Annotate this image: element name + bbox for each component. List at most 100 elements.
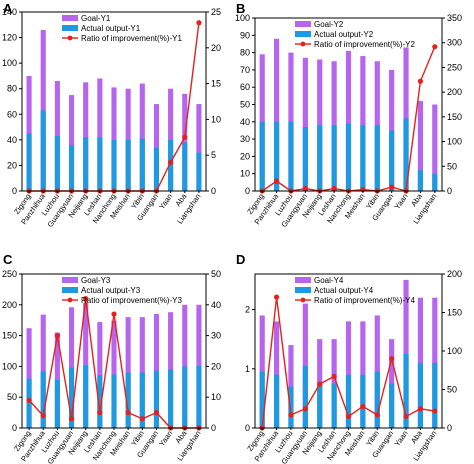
y-tick-label: 60 (7, 109, 17, 119)
chart-panel-a: 0204060801001201400510152025ZigongPanzhi… (2, 1, 221, 229)
bar-actual-guangyuan (302, 365, 308, 428)
ratio-point-guangyuan (302, 406, 308, 412)
bar-actual-yaan (168, 369, 174, 428)
bar-actual-liangshan (196, 152, 202, 191)
bar-actual-neijiang (83, 137, 89, 191)
bar-actual-meishan (125, 139, 131, 191)
y-tick-label: 140 (2, 7, 17, 17)
ratio-point-neijiang (83, 296, 89, 302)
ratio-point-liangshan (432, 44, 438, 50)
y-tick-label: 0 (245, 186, 250, 196)
y-tick-label: 20 (7, 160, 17, 170)
bar-actual-meishan (125, 372, 131, 428)
y-tick-label: 80 (7, 84, 17, 94)
y-tick-label: 40 (7, 135, 17, 145)
y2-tick-label: 300 (447, 38, 462, 48)
bar-actual-aba (417, 362, 424, 428)
y2-tick-label: 50 (211, 269, 221, 279)
bar-actual-zigong (26, 133, 32, 191)
bar-actual-neijiang (317, 125, 323, 191)
bar-actual-aba (417, 170, 424, 191)
y2-tick-label: 150 (447, 308, 462, 318)
y-tick-label: 150 (2, 331, 17, 341)
y2-tick-label: 30 (211, 331, 221, 341)
ratio-point-guangyuan (68, 416, 75, 422)
bar-actual-liangshan (196, 365, 202, 428)
legend-label-goal: Goal-Y3 (81, 276, 111, 285)
y-tick-label: 200 (2, 300, 17, 310)
y2-tick-label: 15 (211, 79, 221, 89)
bar-actual-leshan (331, 125, 337, 191)
bar-actual-aba (182, 142, 188, 191)
bar-actual-guangyuan (68, 367, 75, 428)
y-tick-label: 100 (2, 361, 17, 371)
y2-tick-label: 100 (447, 137, 462, 147)
chart-panel-d: 012050100150200ZigongPanzhihuaLuzhouGuan… (236, 252, 462, 464)
bar-actual-panzhihua (40, 371, 46, 428)
bar-actual-leshan (97, 137, 103, 191)
bar-actual-meishan (360, 125, 366, 191)
bar-actual-zigong (26, 378, 32, 428)
bar-goal-guangyuan (68, 95, 75, 191)
y-tick-label: 1 (245, 364, 250, 374)
ratio-point-yaan (403, 413, 409, 420)
legend-swatch-goal (62, 15, 78, 21)
ratio-point-yaan (168, 159, 174, 165)
legend-label-goal: Goal-Y2 (314, 20, 344, 29)
y-tick-label: 70 (240, 65, 250, 75)
legend-swatch-goal (295, 277, 311, 283)
bar-goal-guangyuan (302, 57, 308, 191)
ratio-point-guangan (153, 410, 160, 416)
y2-tick-label: 350 (447, 13, 462, 23)
y2-tick-label: 20 (211, 361, 221, 371)
y-tick-label: 250 (2, 269, 17, 279)
bar-actual-nanchong (345, 123, 352, 191)
y2-tick-label: 40 (211, 300, 221, 310)
y-tick-label: 50 (240, 100, 250, 110)
y2-tick-label: 25 (211, 7, 221, 17)
bar-actual-guangyuan (302, 126, 308, 191)
y2-tick-label: 250 (447, 62, 462, 72)
panel-letter: C (3, 252, 13, 267)
bar-goal-luzhou (288, 52, 294, 191)
bar-goal-nanchong (345, 50, 352, 192)
ratio-point-yibin (139, 416, 145, 422)
ratio-point-yibin (374, 412, 380, 418)
legend-swatch-actual (62, 287, 78, 293)
y-tick-label: 120 (2, 33, 17, 43)
bar-goal-yibin (139, 83, 145, 191)
bar-actual-guangan (153, 370, 160, 428)
bar-actual-meishan (360, 374, 366, 428)
legend-label-goal: Goal-Y4 (314, 276, 344, 285)
bar-actual-luzhou (288, 386, 294, 428)
panel-letter: A (3, 1, 13, 16)
legend-swatch-ratio-point (300, 41, 306, 47)
y-tick-label: 60 (240, 82, 250, 92)
bar-actual-neijiang (83, 365, 89, 428)
bar-actual-yaan (403, 353, 409, 428)
bar-actual-neijiang (317, 383, 323, 428)
legend-label-ratio: Ratio of improvement(%)-Y4 (314, 296, 415, 305)
bar-goal-meishan (360, 56, 366, 192)
bar-actual-panzhihua (273, 121, 280, 191)
bar-actual-guangan (153, 147, 160, 191)
y2-tick-label: 0 (211, 186, 216, 196)
y2-tick-label: 0 (447, 186, 452, 196)
y-tick-label: 50 (7, 392, 17, 402)
legend-swatch-goal (295, 21, 311, 27)
bar-goal-neijiang (317, 59, 323, 191)
bar-actual-liangshan (432, 362, 438, 428)
bar-actual-zigong (259, 121, 265, 191)
legend-label-actual: Actual output-Y2 (314, 30, 374, 39)
bar-actual-nanchong (345, 374, 352, 428)
ratio-point-nanchong (345, 413, 352, 420)
y2-tick-label: 10 (211, 392, 221, 402)
bar-goal-zigong (26, 328, 32, 428)
y-tick-label: 100 (2, 58, 17, 68)
legend-label-actual: Actual output-Y1 (81, 24, 141, 33)
y2-tick-label: 50 (447, 385, 457, 395)
bar-actual-nanchong (111, 374, 117, 428)
